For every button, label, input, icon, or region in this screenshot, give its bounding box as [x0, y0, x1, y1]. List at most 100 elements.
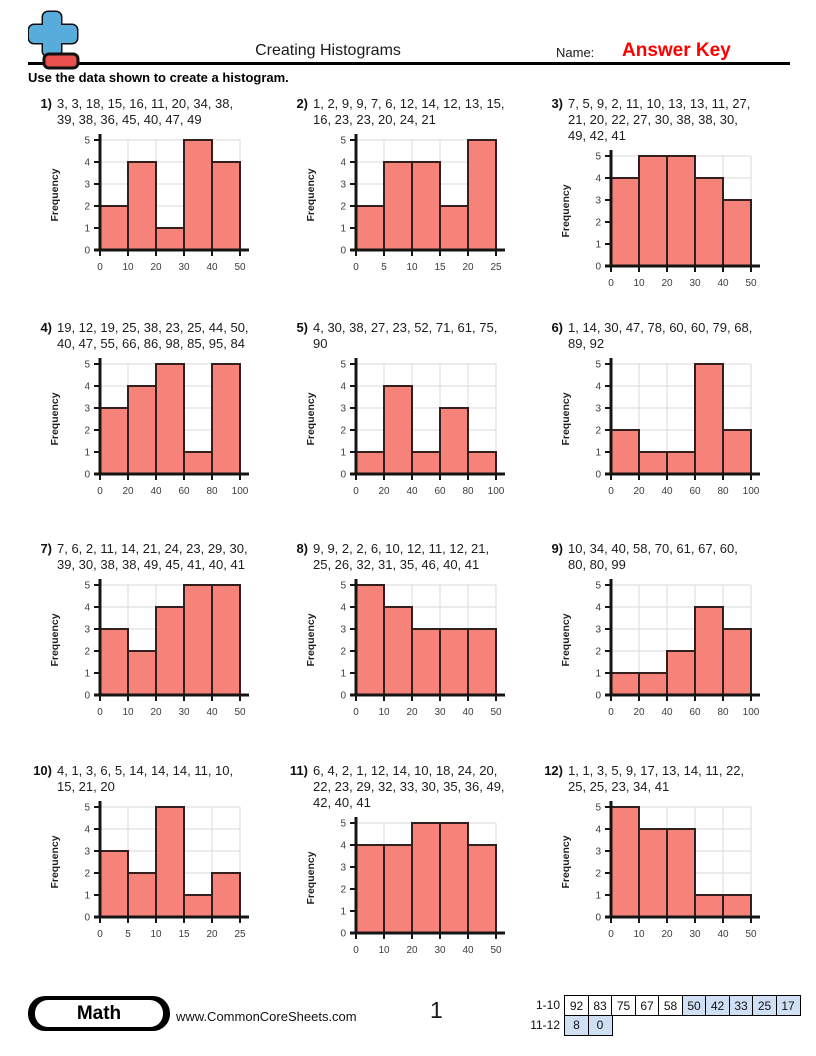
svg-text:40: 40: [661, 486, 673, 496]
score-cell: 33: [728, 995, 754, 1016]
problem: 4) 19, 12, 19, 25, 38, 23, 25, 44, 50, 4…: [30, 320, 286, 541]
problem: 12) 1, 1, 3, 5, 9, 17, 13, 14, 11, 22, 2…: [541, 763, 796, 960]
svg-text:50: 50: [234, 707, 246, 717]
histogram-chart: 0 1 2 3 4 5 0 10 20 30 40 50 Frequency: [553, 797, 796, 944]
svg-text:3: 3: [340, 180, 346, 191]
svg-text:1: 1: [84, 669, 90, 680]
score-cell: 67: [634, 995, 660, 1016]
svg-text:20: 20: [661, 278, 673, 288]
svg-text:60: 60: [689, 707, 701, 717]
svg-text:100: 100: [232, 486, 249, 496]
problem-data-values: 7, 6, 2, 11, 14, 21, 24, 23, 29, 30, 39,…: [57, 541, 248, 572]
problems-grid: 1) 3, 3, 18, 15, 16, 11, 20, 34, 38, 39,…: [30, 96, 796, 960]
svg-text:0: 0: [595, 470, 601, 481]
svg-text:30: 30: [178, 707, 190, 717]
svg-text:0: 0: [340, 470, 346, 481]
problem-data-values: 4, 30, 38, 27, 23, 52, 71, 61, 75, 90: [313, 320, 498, 351]
svg-text:3: 3: [84, 847, 90, 858]
svg-text:0: 0: [595, 262, 601, 273]
svg-text:1: 1: [84, 891, 90, 902]
histogram-svg: 0 1 2 3 4 5 0 5 10 15 20 25 Frequency: [305, 134, 505, 273]
svg-text:1: 1: [595, 448, 601, 459]
histogram-chart: 0 1 2 3 4 5 0 20 40 60 80 100 Frequency: [42, 354, 286, 501]
svg-text:5: 5: [340, 136, 346, 147]
svg-text:0: 0: [84, 691, 90, 702]
problem-number: 2): [296, 96, 308, 111]
svg-text:40: 40: [462, 945, 474, 955]
svg-text:Frequency: Frequency: [49, 835, 61, 888]
svg-text:0: 0: [340, 929, 346, 940]
svg-text:60: 60: [434, 486, 446, 496]
svg-text:5: 5: [84, 581, 90, 592]
problem-data-values: 19, 12, 19, 25, 38, 23, 25, 44, 50, 40, …: [57, 320, 249, 351]
svg-text:Frequency: Frequency: [49, 613, 61, 666]
histogram-chart: 0 1 2 3 4 5 0 10 20 30 40 50 Frequency: [42, 575, 286, 722]
histogram-chart: 0 1 2 3 4 5 0 10 20 30 40 50 Frequency: [298, 575, 541, 722]
svg-text:1: 1: [340, 669, 346, 680]
svg-text:0: 0: [97, 262, 103, 272]
svg-text:10: 10: [122, 707, 134, 717]
math-badge-label: Math: [35, 1000, 163, 1027]
svg-text:50: 50: [745, 278, 757, 288]
svg-text:5: 5: [84, 136, 90, 147]
svg-text:20: 20: [633, 707, 645, 717]
name-label: Name:: [556, 45, 595, 60]
score-cell: 50: [681, 995, 707, 1016]
svg-text:100: 100: [743, 486, 760, 496]
svg-text:3: 3: [340, 625, 346, 636]
score-table: 1-10 92 83 75 67 58 50 42 33 25 17 11-12 8 0: [524, 995, 801, 1036]
svg-text:3: 3: [595, 196, 601, 207]
svg-text:3: 3: [595, 404, 601, 415]
svg-text:50: 50: [490, 707, 502, 717]
svg-text:Frequency: Frequency: [560, 392, 572, 445]
problem-number: 9): [551, 541, 563, 556]
svg-text:2: 2: [595, 218, 601, 229]
svg-text:5: 5: [595, 360, 601, 371]
svg-text:0: 0: [84, 470, 90, 481]
svg-text:0: 0: [340, 691, 346, 702]
svg-text:2: 2: [340, 426, 346, 437]
svg-text:4: 4: [340, 158, 346, 169]
score-cell: 58: [658, 995, 683, 1016]
histogram-svg: 0 1 2 3 4 5 0 5 10 15 20 25 Frequency: [49, 801, 249, 940]
svg-text:Frequency: Frequency: [49, 392, 61, 445]
svg-text:80: 80: [717, 486, 729, 496]
svg-text:50: 50: [745, 929, 757, 939]
problem-data-values: 9, 9, 2, 2, 6, 10, 12, 11, 12, 21, 25, 2…: [313, 541, 490, 572]
svg-text:4: 4: [595, 603, 601, 614]
svg-text:Frequency: Frequency: [305, 168, 317, 221]
svg-text:1: 1: [340, 448, 346, 459]
svg-text:20: 20: [406, 945, 418, 955]
svg-text:4: 4: [595, 825, 601, 836]
svg-text:2: 2: [595, 647, 601, 658]
svg-text:5: 5: [340, 819, 346, 830]
svg-text:10: 10: [633, 278, 645, 288]
svg-text:5: 5: [84, 360, 90, 371]
svg-text:2: 2: [84, 647, 90, 658]
svg-text:0: 0: [353, 262, 359, 272]
problem: 8) 9, 9, 2, 2, 6, 10, 12, 11, 12, 21, 25…: [286, 541, 541, 763]
svg-text:Frequency: Frequency: [305, 613, 317, 666]
problem-data-values: 7, 5, 9, 2, 11, 10, 13, 13, 11, 27, 21, …: [568, 96, 751, 143]
problem-data-values: 6, 4, 2, 1, 12, 14, 10, 18, 24, 20, 22, …: [313, 763, 505, 810]
score-cell: 75: [611, 995, 636, 1016]
histogram-chart: 0 1 2 3 4 5 0 20 40 60 80 100 Frequency: [298, 354, 541, 501]
svg-text:4: 4: [340, 382, 346, 393]
svg-text:30: 30: [178, 262, 190, 272]
svg-text:20: 20: [378, 486, 390, 496]
svg-text:50: 50: [490, 945, 502, 955]
problem-number: 11): [289, 763, 308, 778]
page-number: 1: [430, 997, 443, 1023]
problem-number: 1): [40, 96, 52, 111]
svg-text:30: 30: [689, 278, 701, 288]
score-cell: 83: [587, 995, 613, 1016]
histogram-chart: 0 1 2 3 4 5 0 20 40 60 80 100 Frequency: [553, 575, 796, 722]
problem-data-values: 1, 14, 30, 47, 78, 60, 60, 79, 68, 89, 9…: [568, 320, 753, 351]
svg-text:2: 2: [340, 202, 346, 213]
svg-text:0: 0: [353, 945, 359, 955]
svg-text:40: 40: [206, 707, 218, 717]
problem-data-values: 1, 2, 9, 9, 7, 6, 12, 14, 12, 13, 15, 16…: [313, 96, 505, 127]
page-title: Creating Histograms: [255, 42, 401, 59]
